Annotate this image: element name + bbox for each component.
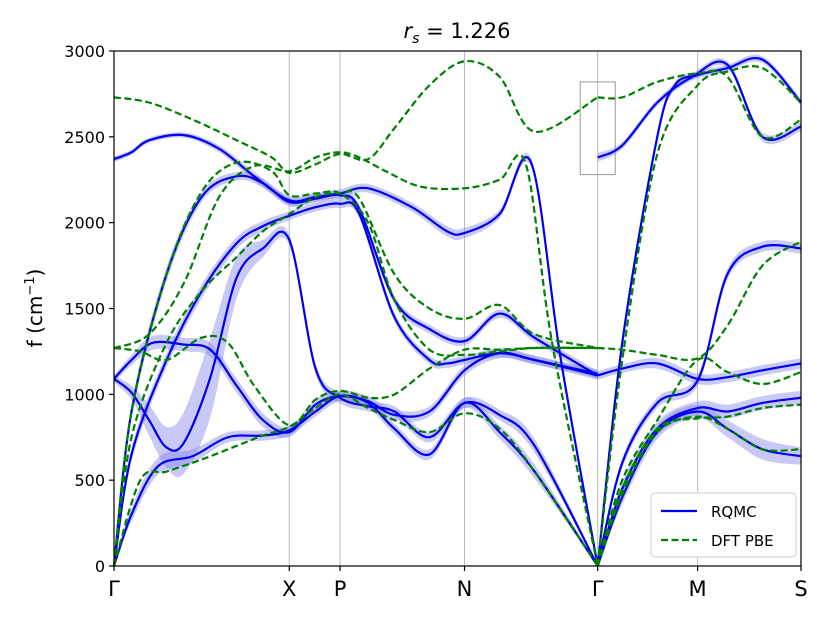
rqmc-branch-1: [112, 174, 599, 567]
rqmc-uncertainty-band-4: [114, 225, 598, 567]
line-layer: [112, 57, 802, 567]
rqmc-branch-7: [596, 57, 802, 567]
rqmc-branch-5: [112, 394, 599, 567]
legend: RQMC DFT PBE: [650, 492, 797, 558]
title-variable: r: [403, 19, 413, 43]
dft-pbe-branch-8: [597, 240, 802, 362]
inset-box: [579, 81, 616, 176]
x-tick-label-3: N: [457, 577, 473, 601]
dft-pbe-branch-5: [112, 393, 599, 567]
x-tick-label-4: Γ: [592, 577, 604, 601]
x-tick-label-5: M: [689, 577, 707, 601]
rqmc-branch-9: [597, 361, 802, 381]
rqmc-branch-0: [113, 133, 599, 567]
y-axis-label-base: f (cm: [23, 296, 47, 348]
dft-pbe-branch-11: [596, 415, 802, 567]
y-tick-label-1: 500: [74, 471, 105, 490]
y-tick-label-2: 1000: [64, 385, 105, 404]
x-tick-label-1: X: [282, 577, 296, 601]
y-tick-label-5: 2500: [64, 128, 105, 147]
rqmc-uncertainty-band-6: [597, 58, 801, 162]
x-tick-label-2: P: [334, 577, 347, 601]
rqmc-uncertainty-band-5: [114, 390, 598, 566]
y-axis-label: f (cm−1): [23, 269, 47, 348]
y-axis-label-superscript: −1: [23, 276, 38, 295]
dft-pbe-branch-3: [112, 190, 598, 567]
dft-pbe-branch-10: [596, 403, 802, 567]
legend-dft-label: DFT PBE: [711, 532, 774, 550]
rqmc-branch-2: [112, 201, 598, 567]
rqmc-branch-8: [596, 244, 802, 567]
y-tick-label-6: 3000: [64, 42, 105, 61]
y-tick-label-3: 1500: [64, 300, 105, 319]
x-tick-label-0: Γ: [108, 577, 120, 601]
dft-pbe-branch-4: [113, 334, 598, 427]
y-tick-label-0: 0: [95, 557, 105, 576]
rqmc-uncertainty-band-9: [597, 357, 801, 385]
title-subscript: s: [412, 31, 419, 47]
rqmc-branch-3: [113, 340, 598, 434]
title-value: = 1.226: [419, 19, 510, 43]
dft-pbe-branch-0: [113, 59, 599, 175]
x-tick-label-6: S: [794, 577, 807, 601]
chart-title: rs = 1.226: [403, 19, 510, 47]
dft-pbe-branch-9: [596, 356, 802, 567]
legend-rqmc-label: RQMC: [711, 503, 757, 521]
dft-pbe-branch-6: [597, 69, 802, 140]
rqmc-branch-4: [113, 230, 599, 567]
dft-pbe-branch-7: [596, 65, 802, 567]
axes-layer: 0 500 1000 1500 2000 2500 3000 Γ X P N Γ M S: [64, 42, 807, 601]
grid-layer: [288, 51, 699, 566]
dft-pbe-branch-2: [112, 160, 598, 567]
y-axis-label-close: ): [23, 269, 47, 277]
y-tick-label-4: 2000: [64, 214, 105, 233]
